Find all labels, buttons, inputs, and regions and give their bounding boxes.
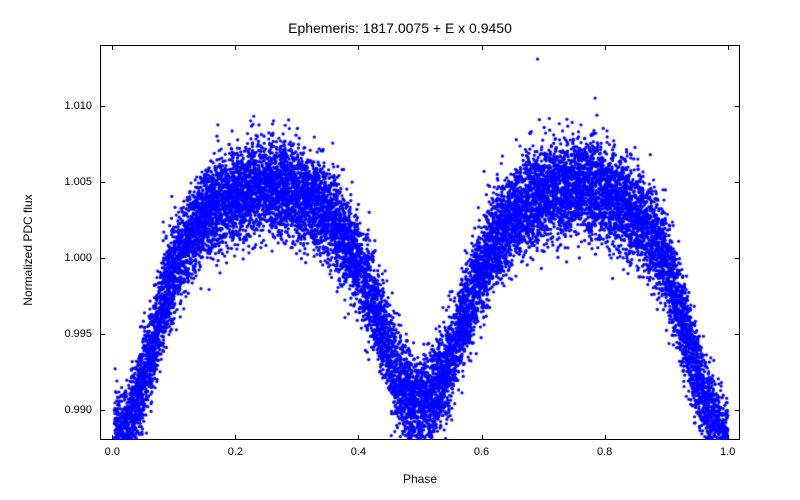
ytick-mark xyxy=(100,258,105,259)
ytick-mark xyxy=(100,334,105,335)
ytick-label: 1.010 xyxy=(50,100,92,112)
xtick-label: 0.8 xyxy=(597,446,612,458)
ytick-mark xyxy=(735,334,740,335)
xtick-label: 0.0 xyxy=(105,446,120,458)
xtick-label: 0.6 xyxy=(474,446,489,458)
ytick-mark xyxy=(735,258,740,259)
figure: Ephemeris: 1817.0075 + E x 0.9450 Normal… xyxy=(0,0,800,500)
ytick-label: 1.000 xyxy=(50,252,92,264)
xtick-mark xyxy=(235,45,236,50)
xtick-mark xyxy=(728,435,729,440)
x-axis-label: Phase xyxy=(100,472,740,486)
xtick-mark xyxy=(605,435,606,440)
plot-area xyxy=(100,45,740,440)
xtick-mark xyxy=(235,435,236,440)
ytick-mark xyxy=(735,410,740,411)
ytick-mark xyxy=(100,106,105,107)
xtick-label: 1.0 xyxy=(720,446,735,458)
ytick-mark xyxy=(735,182,740,183)
ytick-label: 0.995 xyxy=(50,328,92,340)
xtick-mark xyxy=(728,45,729,50)
y-axis-label: Normalized PDC flux xyxy=(21,194,35,305)
ytick-label: 0.990 xyxy=(50,404,92,416)
scatter-canvas xyxy=(102,47,740,440)
xtick-mark xyxy=(358,435,359,440)
chart-title: Ephemeris: 1817.0075 + E x 0.9450 xyxy=(0,20,800,36)
ytick-mark xyxy=(100,410,105,411)
ytick-mark xyxy=(100,182,105,183)
xtick-label: 0.4 xyxy=(351,446,366,458)
ytick-label: 1.005 xyxy=(50,176,92,188)
ytick-mark xyxy=(735,106,740,107)
xtick-mark xyxy=(112,45,113,50)
xtick-mark xyxy=(605,45,606,50)
xtick-label: 0.2 xyxy=(228,446,243,458)
xtick-mark xyxy=(358,45,359,50)
xtick-mark xyxy=(482,435,483,440)
xtick-mark xyxy=(112,435,113,440)
xtick-mark xyxy=(482,45,483,50)
